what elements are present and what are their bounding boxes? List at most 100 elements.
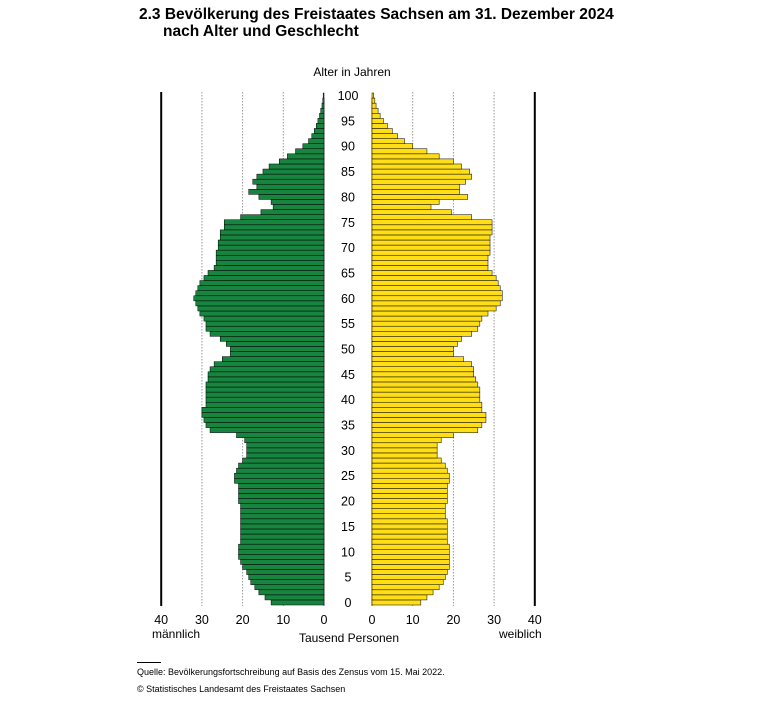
- female-x-tick-10: 10: [406, 613, 420, 627]
- male-bar-age-35: [205, 422, 325, 428]
- male-bar-age-48: [222, 356, 325, 362]
- age-tick-label-95: 95: [341, 114, 355, 128]
- female-bar-age-5: [371, 574, 446, 580]
- male-bar-age-56: [203, 315, 325, 322]
- female-bar-age-79: [371, 199, 440, 205]
- age-tick-label-35: 35: [341, 419, 355, 433]
- female-bar-age-43: [371, 381, 479, 388]
- female-bar-age-16: [371, 518, 448, 525]
- age-tick-label-100: 100: [338, 89, 359, 103]
- male-bar-age-92: [311, 133, 325, 139]
- female-bar-age-91: [371, 138, 405, 144]
- female-bar-age-51: [371, 341, 458, 347]
- male-x-tick-40: 40: [154, 613, 168, 627]
- male-bar-age-86: [268, 163, 325, 170]
- female-bar-age-46: [371, 366, 474, 373]
- male-bar-age-64: [203, 275, 325, 281]
- female-bar-age-45: [371, 371, 474, 378]
- male-bar-age-57: [199, 310, 325, 317]
- male-bar-age-20: [238, 498, 325, 504]
- male-bar-age-84: [256, 173, 325, 180]
- male-bar-age-12: [240, 538, 325, 545]
- female-x-tick-40: 40: [528, 613, 542, 627]
- male-bar-age-43: [205, 381, 325, 388]
- chart-title-line-1: 2.3 Bevölkerung des Freistaates Sachsen …: [139, 6, 614, 23]
- male-bar-age-47: [213, 361, 325, 367]
- female-bar-age-40: [371, 396, 481, 403]
- female-bar-age-19: [371, 503, 446, 509]
- male-bar-age-83: [252, 178, 325, 185]
- age-tick-label-45: 45: [341, 368, 355, 382]
- female-bar-age-65: [371, 270, 493, 276]
- male-bar-age-34: [209, 427, 325, 433]
- male-bar-age-3: [254, 584, 325, 591]
- female-bar-age-2: [371, 589, 434, 596]
- male-bar-age-29: [246, 452, 325, 459]
- age-tick-label-30: 30: [341, 444, 355, 458]
- female-bar-age-24: [371, 478, 450, 484]
- female-bar-age-69: [371, 249, 491, 256]
- male-bar-age-78: [272, 204, 325, 210]
- female-bar-age-73: [371, 229, 493, 236]
- female-bar-age-20: [371, 498, 448, 504]
- female-bar-age-36: [371, 417, 487, 423]
- chart-title: 2.3 Bevölkerung des Freistaates Sachsen …: [139, 6, 739, 40]
- female-bar-age-64: [371, 275, 497, 281]
- female-bar-age-0: [371, 599, 422, 606]
- male-bar-age-44: [207, 376, 325, 383]
- male-bar-age-17: [240, 513, 325, 520]
- age-tick-label-80: 80: [341, 190, 355, 204]
- female-bar-age-11: [371, 543, 450, 550]
- male-bar-age-76: [240, 214, 325, 220]
- male-bar-age-45: [207, 371, 325, 378]
- female-bar-age-93: [371, 128, 393, 134]
- male-bar-age-25: [234, 472, 325, 479]
- male-bar-age-28: [242, 457, 325, 464]
- female-bar-age-34: [371, 427, 479, 433]
- male-bar-age-98: [321, 102, 325, 109]
- female-bar-age-90: [371, 143, 413, 150]
- female-bar-age-30: [371, 447, 438, 454]
- female-bar-age-52: [371, 336, 462, 342]
- female-bar-age-21: [371, 493, 448, 499]
- male-bar-age-9: [238, 554, 325, 560]
- male-bar-age-11: [238, 543, 325, 550]
- male-bar-age-79: [270, 199, 325, 205]
- male-bar-age-89: [295, 148, 325, 155]
- female-bar-age-57: [371, 310, 489, 317]
- male-bar-age-94: [316, 123, 325, 129]
- female-bar-age-61: [371, 290, 503, 297]
- age-tick-label-60: 60: [341, 292, 355, 306]
- female-bar-age-13: [371, 533, 448, 540]
- male-bar-age-70: [217, 244, 325, 251]
- female-bar-age-74: [371, 224, 493, 231]
- chart-title-line-2: nach Alter und Geschlecht: [163, 23, 359, 40]
- male-bar-age-27: [238, 462, 325, 469]
- male-bar-age-72: [219, 234, 325, 241]
- female-x-tick-0: 0: [369, 613, 376, 627]
- female-bar-age-59: [371, 300, 501, 307]
- male-bar-age-58: [197, 305, 325, 312]
- male-bar-age-82: [256, 183, 325, 190]
- female-bar-age-97: [371, 107, 379, 114]
- male-bar-age-13: [240, 533, 325, 540]
- male-bar-age-54: [205, 325, 325, 332]
- male-label: männlich: [152, 627, 200, 641]
- age-tick-label-85: 85: [341, 165, 355, 179]
- male-bar-age-2: [258, 589, 325, 596]
- female-bar-age-87: [371, 158, 454, 165]
- age-tick-label-90: 90: [341, 140, 355, 154]
- male-bar-age-49: [230, 351, 325, 357]
- female-bar-age-80: [371, 194, 468, 200]
- female-bar-age-48: [371, 356, 464, 362]
- male-bar-age-53: [209, 331, 325, 337]
- male-bar-age-95: [317, 118, 325, 124]
- female-bar-age-49: [371, 351, 454, 357]
- male-bar-age-36: [203, 417, 325, 423]
- copyright-note: © Statistisches Landesamt des Freistaate…: [137, 684, 346, 694]
- female-bar-age-12: [371, 538, 448, 545]
- female-label: weiblich: [498, 627, 542, 641]
- age-tick-label-70: 70: [341, 241, 355, 255]
- female-bar-age-76: [371, 214, 472, 220]
